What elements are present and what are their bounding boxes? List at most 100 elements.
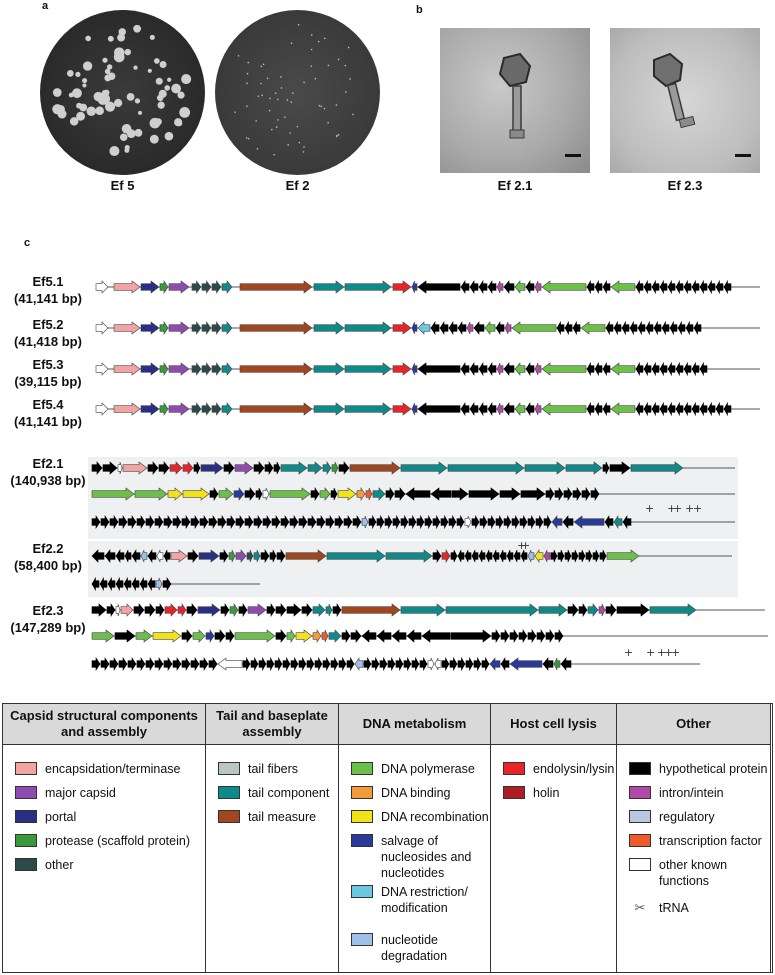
gene-arrow: [168, 402, 190, 416]
gene-arrow: [127, 657, 137, 671]
gene-arrow: [392, 362, 412, 376]
gene-arrow: [269, 487, 311, 501]
gene-arrow: [131, 549, 141, 563]
plaque: [134, 98, 141, 104]
plaque: [277, 98, 279, 101]
gene-arrow: [168, 362, 190, 376]
gene-arrow: [239, 321, 313, 335]
gene-arrow: [580, 321, 606, 335]
gene-arrow: [167, 487, 183, 501]
gene-arrow: [269, 549, 277, 563]
plaque: [323, 37, 326, 40]
trna-mark: +: [645, 502, 654, 515]
gene-arrow: [219, 549, 229, 563]
gene-arrow: [392, 280, 412, 294]
genome-maps: + ++ +++++ + +++: [91, 279, 768, 672]
plaque: [179, 106, 191, 118]
gene-arrow: [233, 487, 245, 501]
gene-arrow: [487, 280, 497, 294]
gene-arrow: [400, 603, 446, 617]
plaque: [149, 134, 159, 144]
plaque: [310, 48, 313, 51]
legend-label: intron/intein: [659, 786, 724, 800]
plaque: [154, 118, 162, 126]
gene-arrow: [527, 629, 537, 643]
plaque: [344, 64, 347, 67]
gene-arrow: [190, 657, 200, 671]
gene-arrow: [371, 656, 380, 672]
gene-arrow: [193, 461, 201, 475]
gene-arrow: [545, 629, 555, 643]
gene-arrow: [645, 320, 654, 336]
legend-item: tail component: [218, 785, 338, 801]
plaque: [82, 78, 88, 84]
gene-arrow: [100, 515, 110, 529]
gene-arrow: [503, 280, 515, 294]
gene-arrow: [211, 280, 222, 294]
gene-arrow: [643, 401, 652, 417]
gene-arrow: [109, 515, 119, 529]
gene-arrow: [541, 280, 587, 294]
gene-arrow: [471, 549, 479, 563]
gene-arrow: [487, 362, 497, 376]
gene-arrow: [699, 279, 708, 295]
gene-arrow: [427, 657, 435, 671]
phage-ef2-3: [653, 52, 751, 157]
plaque: [261, 94, 263, 97]
gene-arrow: [344, 362, 392, 376]
plaque: [176, 120, 183, 127]
gene-arrow: [147, 549, 157, 563]
gene-arrow: [344, 280, 392, 294]
gene-arrow: [140, 280, 160, 294]
gene-arrow: [411, 402, 418, 416]
ef2-3-caption: Ef 2.3: [667, 178, 703, 193]
gene-arrow: [445, 603, 539, 617]
gene-arrow: [554, 487, 564, 501]
gene-arrow: [211, 402, 222, 416]
gene-arrow: [499, 549, 507, 563]
gene-arrow: [95, 362, 109, 376]
plaque: [167, 77, 172, 82]
gene-arrow: [469, 402, 479, 416]
gene-arrow: [581, 487, 591, 501]
legend-swatch: [503, 786, 525, 799]
genome-label-ef2-1: Ef2.1 (140,938 bp): [10, 456, 86, 488]
gene-arrow: [102, 461, 118, 475]
plaque: [106, 64, 113, 70]
legend-item: salvage of nucleosides and nucleotides: [351, 833, 491, 881]
legend-item: regulatory: [629, 809, 774, 825]
gene-arrow: [667, 279, 676, 295]
gene-arrow: [106, 603, 116, 617]
genome-label-ef2-3: Ef2.3 (147,289 bp): [10, 603, 86, 635]
genome-label-ef5-4: Ef5.4 (41,141 bp): [14, 397, 82, 429]
gene-arrow: [536, 629, 546, 643]
gene-arrow: [385, 549, 433, 563]
gene-arrow: [630, 461, 684, 475]
plaque: [266, 77, 269, 80]
gene-arrow: [525, 280, 535, 294]
gene-arrow: [211, 362, 222, 376]
gene-arrow: [478, 402, 488, 416]
legend-label: encapsidation/terminase: [45, 762, 181, 776]
gene-arrow: [221, 321, 233, 335]
gene-arrow: [158, 461, 170, 475]
trna-mark: +: [624, 646, 633, 659]
gene-arrow: [534, 549, 544, 563]
gene-arrow: [275, 629, 287, 643]
gene-arrow: [514, 362, 526, 376]
gene-arrow: [541, 402, 587, 416]
legend-label: salvage of nucleosides and nucleotides: [381, 834, 472, 880]
legend-swatch: [629, 810, 651, 823]
plaque: [246, 72, 249, 75]
plaque: [95, 106, 104, 116]
gene-arrow: [91, 461, 103, 475]
legend-label: portal: [45, 810, 77, 824]
legend-label: holin: [533, 786, 560, 800]
gene-arrow: [594, 361, 603, 377]
gene-arrow: [91, 487, 135, 501]
gene-arrow: [723, 401, 732, 417]
plaque: [337, 134, 340, 136]
gene-arrow: [518, 629, 528, 643]
gene-arrow: [341, 629, 351, 643]
gene-arrow: [677, 320, 686, 336]
